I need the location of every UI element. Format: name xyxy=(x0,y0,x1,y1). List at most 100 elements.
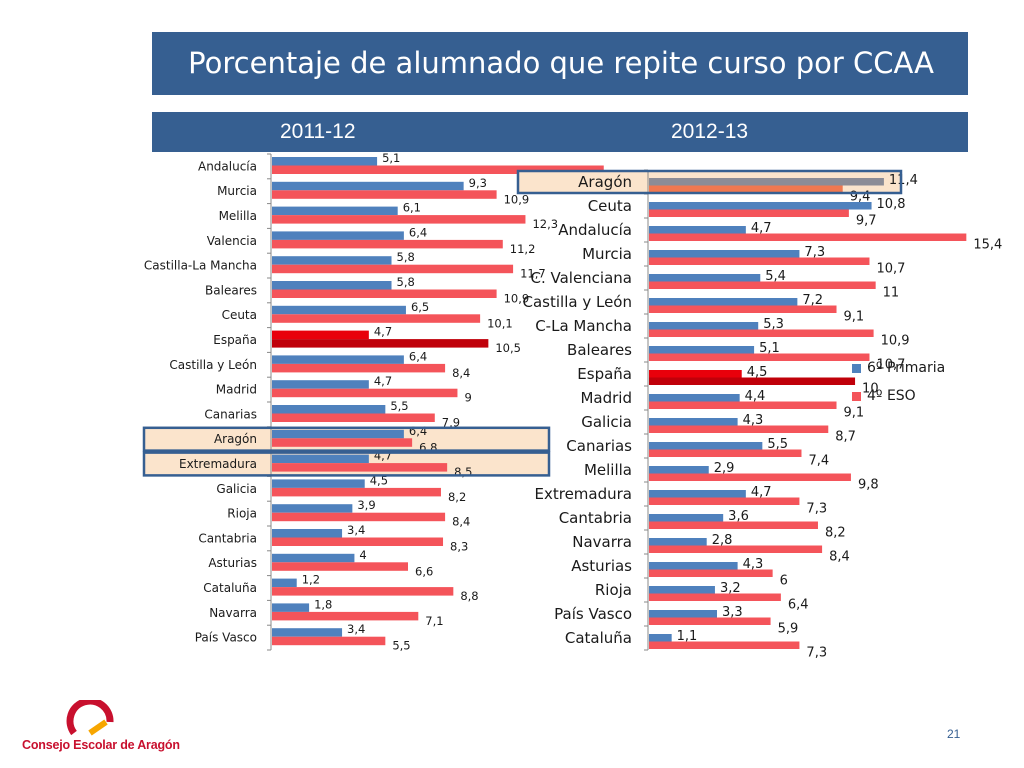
value-label-primaria-cataluna: 1,2 xyxy=(302,573,320,587)
value-label-eso-murcia: 10,7 xyxy=(876,262,905,277)
bar-primaria-aragon xyxy=(272,429,404,439)
value-label-eso-baleares: 10,9 xyxy=(504,292,530,306)
value-label-primaria-cantabria: 3,6 xyxy=(728,509,749,524)
value-label-primaria-canarias: 5,5 xyxy=(390,399,408,413)
chart-2011-12: Andalucía5,116,1Murcia9,310,9Melilla6,11… xyxy=(140,151,636,653)
bar-eso-asturias xyxy=(272,562,408,571)
bar-primaria-extremadura xyxy=(649,490,746,498)
value-label-primaria-navarra: 2,8 xyxy=(712,533,733,548)
category-label-galicia: Galicia xyxy=(216,482,257,496)
bar-eso-madrid xyxy=(272,388,458,398)
bar-primaria-castilla-y-leon xyxy=(649,298,798,306)
category-label-murcia: Murcia xyxy=(582,245,632,263)
value-label-primaria-espana: 4,7 xyxy=(374,325,392,339)
category-label-andalucia: Andalucía xyxy=(198,159,257,173)
bar-eso-andalucia xyxy=(272,165,604,174)
bar-eso-castilla-la-mancha xyxy=(272,264,514,274)
chart-legend: 6º Primaria 4º ESO xyxy=(852,354,945,410)
category-label-melilla: Melilla xyxy=(219,209,257,223)
bar-eso-galicia xyxy=(272,487,441,497)
value-label-eso-cantabria: 8,3 xyxy=(450,540,468,554)
value-label-primaria-espana: 4,5 xyxy=(747,365,768,380)
category-label-ceuta: Ceuta xyxy=(222,308,257,322)
value-label-eso-madrid: 9,1 xyxy=(844,406,865,421)
bar-primaria-extremadura xyxy=(272,454,369,464)
value-label-eso-castilla-la-mancha: 11,7 xyxy=(520,267,546,281)
bar-eso-asturias xyxy=(649,569,773,577)
value-label-eso-cataluna: 7,3 xyxy=(806,646,827,661)
page-number: 21 xyxy=(947,727,961,741)
value-label-eso-valencia: 11,2 xyxy=(510,242,536,256)
bar-primaria-madrid xyxy=(649,394,740,402)
bar-primaria-cataluna xyxy=(649,634,672,642)
highlight-frame-aragon xyxy=(142,426,551,452)
bar-eso-baleares xyxy=(272,289,497,298)
bar-eso-rioja xyxy=(649,593,781,601)
category-label-madrid: Madrid xyxy=(216,383,257,397)
bar-eso-castilla-y-leon xyxy=(649,305,837,313)
value-label-eso-rioja: 8,4 xyxy=(452,515,470,529)
value-label-primaria-galicia: 4,5 xyxy=(370,473,388,487)
value-label-primaria-melilla: 2,9 xyxy=(714,461,735,476)
category-label-baleares: Baleares xyxy=(567,341,632,359)
value-label-eso-galicia: 8,7 xyxy=(835,430,856,445)
value-label-eso-ceuta: 9,7 xyxy=(856,214,877,229)
legend-label-primaria: 6º Primaria xyxy=(867,360,946,376)
bar-primaria-c-valenciana xyxy=(649,274,761,282)
bar-primaria-pais-vasco xyxy=(272,628,343,637)
bar-primaria-melilla xyxy=(649,466,709,474)
category-label-galicia: Galicia xyxy=(581,413,632,431)
bar-eso-pais-vasco xyxy=(272,636,386,646)
bar-eso-melilla xyxy=(272,215,526,224)
slide-title: Porcentaje de alumnado que repite curso … xyxy=(188,46,934,80)
bar-eso-rioja xyxy=(272,512,446,522)
bar-primaria-murcia xyxy=(649,250,800,258)
value-label-primaria-cataluna: 1,1 xyxy=(677,629,698,644)
bar-primaria-baleares xyxy=(649,346,755,354)
bar-eso-c-la-mancha xyxy=(649,329,874,337)
value-label-eso-melilla: 12,3 xyxy=(532,217,558,231)
chart-2012-13: Aragón 11,4 9,4 Ceuta 10,8 9,7 Andalucía 4,7 15,… xyxy=(515,165,1002,661)
bar-primaria-ceuta xyxy=(649,202,872,210)
bar-eso-navarra xyxy=(272,611,419,621)
category-label-rioja: Rioja xyxy=(227,507,257,521)
value-label-eso-madrid: 9 xyxy=(464,391,471,405)
bar-primaria-cantabria xyxy=(649,514,724,522)
bar-eso-extremadura xyxy=(272,463,448,472)
bar-eso-aragon xyxy=(272,438,413,447)
value-label-eso-pais-vasco: 5,9 xyxy=(778,622,799,637)
category-label-espana: España xyxy=(213,333,257,347)
value-label-eso-galicia: 8,2 xyxy=(448,490,466,504)
value-label-primaria-baleares: 5,8 xyxy=(397,275,415,289)
value-label-primaria-murcia: 9,3 xyxy=(469,176,487,190)
years-banner: 2011-12 2012-13 xyxy=(152,112,968,152)
value-label-eso-canarias: 7,9 xyxy=(442,416,460,430)
bar-primaria-galicia xyxy=(272,479,365,488)
bar-eso-ceuta xyxy=(272,314,481,323)
value-label-eso-cantabria: 8,2 xyxy=(825,526,846,541)
category-label-madrid: Madrid xyxy=(580,389,632,407)
value-label-eso-asturias: 6,6 xyxy=(415,564,433,578)
category-label-castilla-y-leon: Castilla y León xyxy=(523,293,632,311)
value-label-eso-melilla: 9,8 xyxy=(858,478,879,493)
category-label-ceuta: Ceuta xyxy=(588,197,632,215)
category-label-c-valenciana: C. Valenciana xyxy=(530,269,632,287)
value-label-primaria-cantabria: 3,4 xyxy=(347,523,365,537)
value-label-eso-c-la-mancha: 10,9 xyxy=(881,334,910,349)
value-label-primaria-melilla: 6,1 xyxy=(403,201,421,215)
category-label-pais-vasco: País Vasco xyxy=(554,605,632,623)
bar-eso-cantabria xyxy=(272,537,444,546)
value-label-eso-cataluna: 8,8 xyxy=(460,589,478,603)
category-label-pais-vasco: País Vasco xyxy=(195,631,257,645)
bar-eso-aragon xyxy=(649,185,843,193)
value-label-primaria-valencia: 6,4 xyxy=(409,225,427,239)
bar-eso-canarias xyxy=(272,413,435,422)
title-banner: Porcentaje de alumnado que repite curso … xyxy=(152,32,968,95)
bar-eso-espana xyxy=(649,377,856,385)
bar-primaria-rioja xyxy=(649,586,715,594)
category-label-navarra: Navarra xyxy=(572,533,632,551)
highlight-frame-extremadura xyxy=(142,451,551,477)
bar-eso-andalucia xyxy=(649,233,967,241)
bar-eso-canarias xyxy=(649,449,802,457)
value-label-eso-castilla-y-leon: 8,4 xyxy=(452,366,470,380)
